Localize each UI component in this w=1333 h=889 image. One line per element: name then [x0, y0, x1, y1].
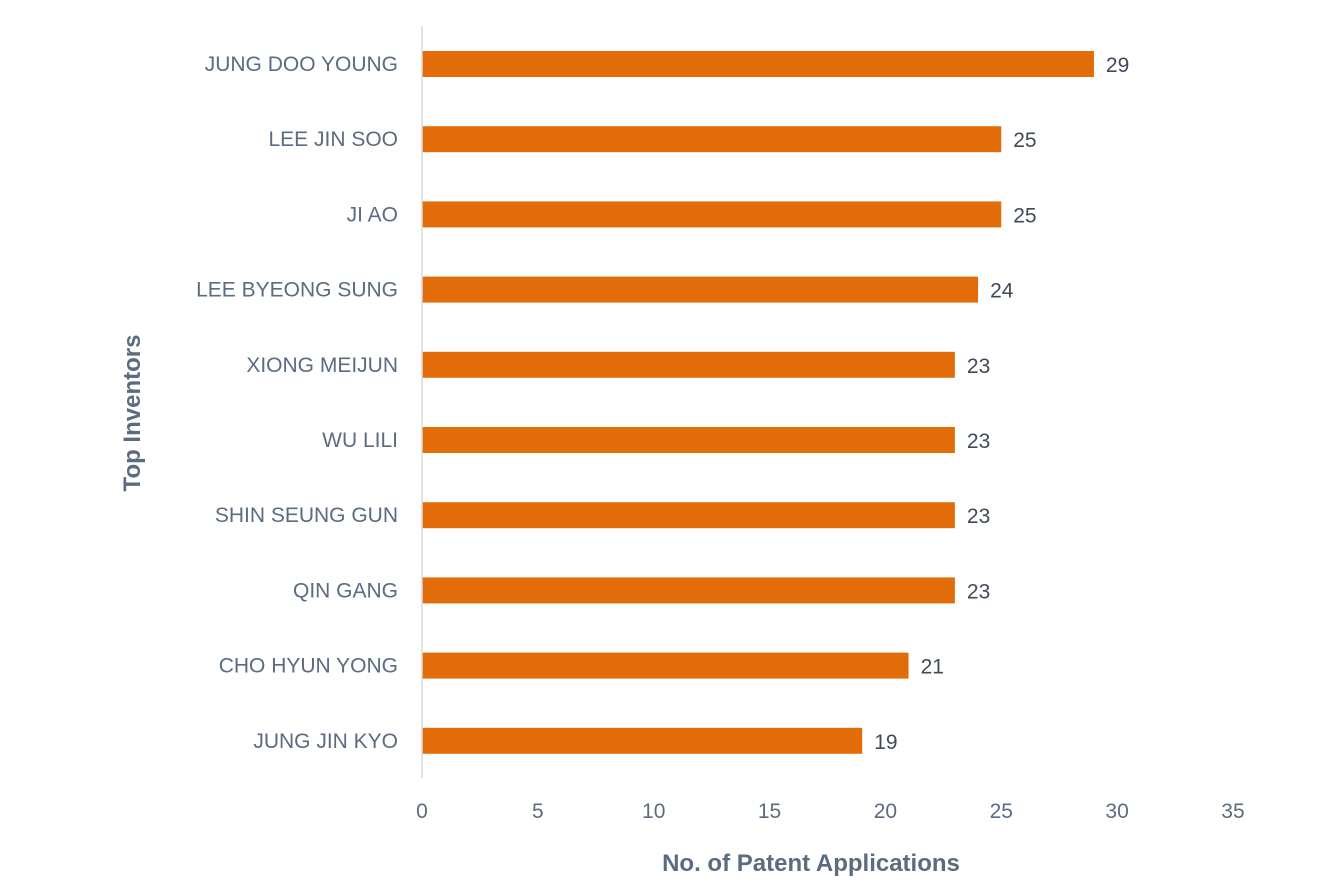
x-tick-label: 20: [874, 800, 897, 823]
data-label: 29: [1106, 54, 1129, 77]
bar: [422, 126, 1002, 153]
category-labels-group: JUNG DOO YOUNG LEE JIN SOO JI AO LEE BYEONG…: [196, 53, 398, 753]
data-label: 23: [967, 505, 990, 528]
category-label: JUNG JIN KYO: [253, 730, 398, 753]
bar: [422, 502, 955, 529]
bar: [422, 351, 955, 378]
bar: [422, 652, 909, 679]
bar: [422, 727, 863, 754]
x-tick-label: 30: [1105, 800, 1128, 823]
x-tick-label: 25: [990, 800, 1013, 823]
category-label: JI AO: [347, 203, 398, 226]
bar: [422, 51, 1094, 77]
bar: [422, 276, 979, 303]
category-label: LEE BYEONG SUNG: [196, 279, 398, 302]
data-label: 19: [874, 731, 897, 754]
data-label: 21: [921, 656, 944, 679]
category-label: JUNG DOO YOUNG: [205, 53, 398, 76]
x-tick-labels-group: 0 5 10 15 20 25 30 35: [416, 800, 1244, 823]
category-label: QIN GANG: [293, 579, 398, 602]
x-tick-label: 5: [532, 800, 544, 823]
data-label: 25: [1013, 204, 1036, 227]
data-label: 23: [967, 355, 990, 378]
data-label: 23: [967, 430, 990, 453]
y-axis-title: Top Inventors: [119, 335, 146, 492]
bar: [422, 577, 955, 604]
category-label: LEE JIN SOO: [268, 128, 398, 151]
bars-group: [422, 51, 1094, 754]
x-tick-label: 35: [1221, 800, 1244, 823]
bar: [422, 427, 955, 453]
x-tick-label: 0: [416, 800, 428, 823]
category-label: XIONG MEIJUN: [246, 354, 398, 377]
data-label: 25: [1013, 129, 1036, 152]
data-label: 24: [990, 280, 1014, 303]
data-labels-group: 29 25 25 24 23 23 23 23 21 19: [874, 54, 1129, 754]
x-tick-label: 15: [758, 800, 781, 823]
x-axis-title: No. of Patent Applications: [662, 850, 960, 877]
category-label: SHIN SEUNG GUN: [215, 504, 398, 527]
category-label: WU LILI: [322, 429, 398, 452]
data-label: 23: [967, 580, 990, 603]
category-label: CHO HYUN YONG: [219, 655, 398, 678]
bar: [422, 201, 1002, 228]
x-tick-label: 10: [642, 800, 665, 823]
